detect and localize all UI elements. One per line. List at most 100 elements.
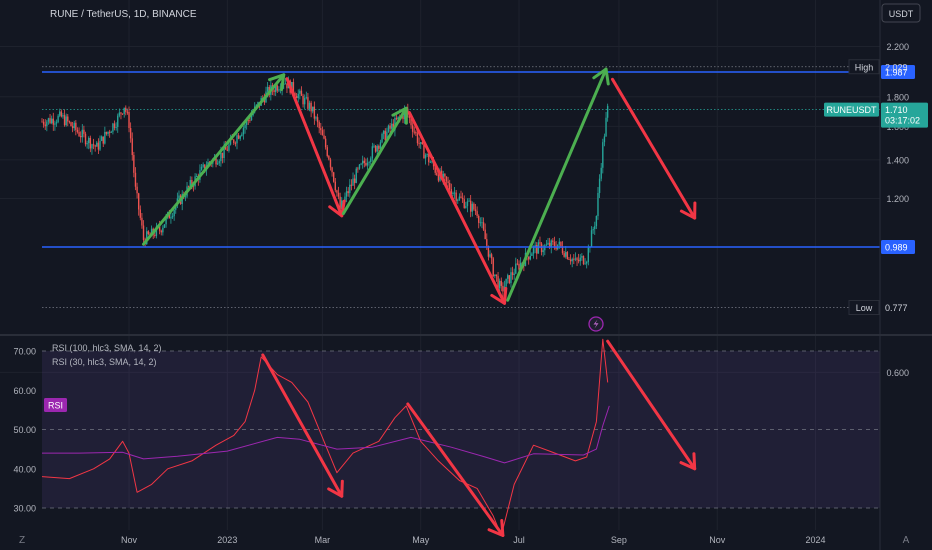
candle-body — [323, 135, 325, 139]
candle-body — [474, 209, 477, 212]
candle-body — [495, 274, 498, 277]
timezone-icon[interactable]: Z — [19, 535, 25, 546]
candle-body — [315, 117, 317, 119]
candle-body — [450, 189, 453, 195]
symbol-badge[interactable] — [824, 102, 879, 117]
candle-body — [452, 192, 454, 195]
x-tick-label: Sep — [611, 535, 627, 545]
candle-body — [52, 118, 54, 125]
candle-body — [316, 117, 319, 123]
candle-body — [191, 180, 193, 186]
currency-label[interactable]: USDT — [889, 9, 914, 19]
trend-arrow-down[interactable] — [285, 77, 346, 218]
candle-body — [484, 229, 486, 240]
high-marker-box — [848, 59, 880, 75]
x-tick-label: Nov — [709, 535, 726, 545]
rsi-tick-label: 50.00 — [13, 425, 36, 435]
candle-body — [584, 263, 586, 265]
candle-body — [507, 275, 509, 279]
candle-body — [602, 142, 604, 168]
rsi-arrow-down[interactable] — [261, 353, 344, 498]
candle-body — [244, 124, 246, 129]
candle-body — [420, 142, 422, 144]
trend-arrow-up[interactable] — [506, 67, 610, 302]
candle-body — [350, 184, 353, 186]
candle-body — [426, 153, 428, 156]
candle-body — [579, 257, 581, 262]
candle-body — [155, 226, 158, 236]
rsi-arrow-down-shaft — [406, 402, 505, 537]
candle-body — [324, 138, 327, 148]
candle-body — [355, 168, 357, 183]
candle-body — [237, 135, 240, 139]
candle-body — [73, 122, 75, 129]
rsi-series-line — [41, 338, 609, 530]
rsi-indicator-badge[interactable] — [44, 398, 67, 412]
auto-scale-icon[interactable]: A — [903, 535, 910, 546]
candle-body — [278, 89, 280, 91]
symbol-title: RUNE / TetherUS, 1D, BINANCE — [50, 9, 197, 20]
candle-body — [276, 85, 278, 91]
candle-body — [94, 145, 96, 147]
candle-body — [489, 254, 491, 257]
rsi-arrow-down[interactable] — [406, 402, 505, 537]
candle-body — [458, 196, 461, 200]
candle-body — [247, 119, 249, 121]
rsi-arrow-down[interactable] — [606, 339, 697, 471]
trend-arrow-up-head — [268, 73, 286, 92]
candle-body — [234, 143, 237, 144]
candle-body — [233, 139, 235, 144]
candle-body — [466, 201, 469, 207]
rsi-tick-label: 70.00 — [13, 347, 36, 357]
candle-body — [471, 203, 473, 212]
trend-arrow-up[interactable] — [341, 106, 408, 216]
trend-arrow-up[interactable] — [142, 73, 286, 246]
x-tick-label: 2023 — [217, 535, 237, 545]
trend-arrow-down[interactable] — [610, 77, 697, 220]
candle-body — [107, 131, 109, 134]
candle-body — [295, 96, 298, 99]
price-tick-label: 1.200 — [886, 194, 909, 204]
candle-body — [576, 258, 578, 260]
candle-body — [449, 183, 451, 190]
candle-body — [163, 224, 166, 228]
candle-body — [310, 102, 312, 112]
candle-body — [154, 234, 156, 236]
candle-body — [560, 241, 562, 247]
low-marker-value: 0.777 — [885, 303, 908, 313]
candle-body — [478, 215, 480, 223]
candle-body — [292, 82, 295, 94]
candle-body — [84, 133, 87, 145]
rsi-indicator-label: RSI — [48, 401, 63, 411]
candle-body — [76, 129, 79, 132]
rsi-tick-label: 60.00 — [13, 386, 36, 396]
candle-body — [41, 121, 43, 123]
candle-body — [371, 146, 374, 159]
candle-body — [49, 118, 51, 124]
candle-body — [515, 263, 517, 274]
currency-button[interactable]: USDT — [881, 3, 921, 23]
candle-body — [365, 163, 367, 166]
candle-body — [366, 162, 369, 166]
candle-body — [250, 115, 253, 121]
candle-body — [508, 275, 511, 284]
candle-body — [257, 102, 259, 105]
candle-body — [360, 163, 362, 165]
candle-body — [344, 196, 346, 203]
candle-body — [97, 142, 100, 150]
candle-body — [299, 90, 301, 94]
candle-body — [413, 131, 415, 133]
candle-body — [117, 115, 119, 127]
candle-body — [516, 263, 519, 265]
candle-body — [453, 192, 456, 194]
candle-body — [100, 136, 103, 141]
rsi-legend-label: RSI (100, hlc3, SMA, 14, 2) — [52, 343, 162, 353]
trend-arrow-down[interactable] — [407, 111, 508, 305]
candle-body — [542, 250, 544, 253]
candle-body — [184, 196, 187, 198]
candle-body — [469, 200, 472, 212]
rsi-tick-label: 40.00 — [13, 464, 36, 474]
candle-body — [134, 172, 137, 187]
alert-icon[interactable] — [588, 316, 604, 332]
